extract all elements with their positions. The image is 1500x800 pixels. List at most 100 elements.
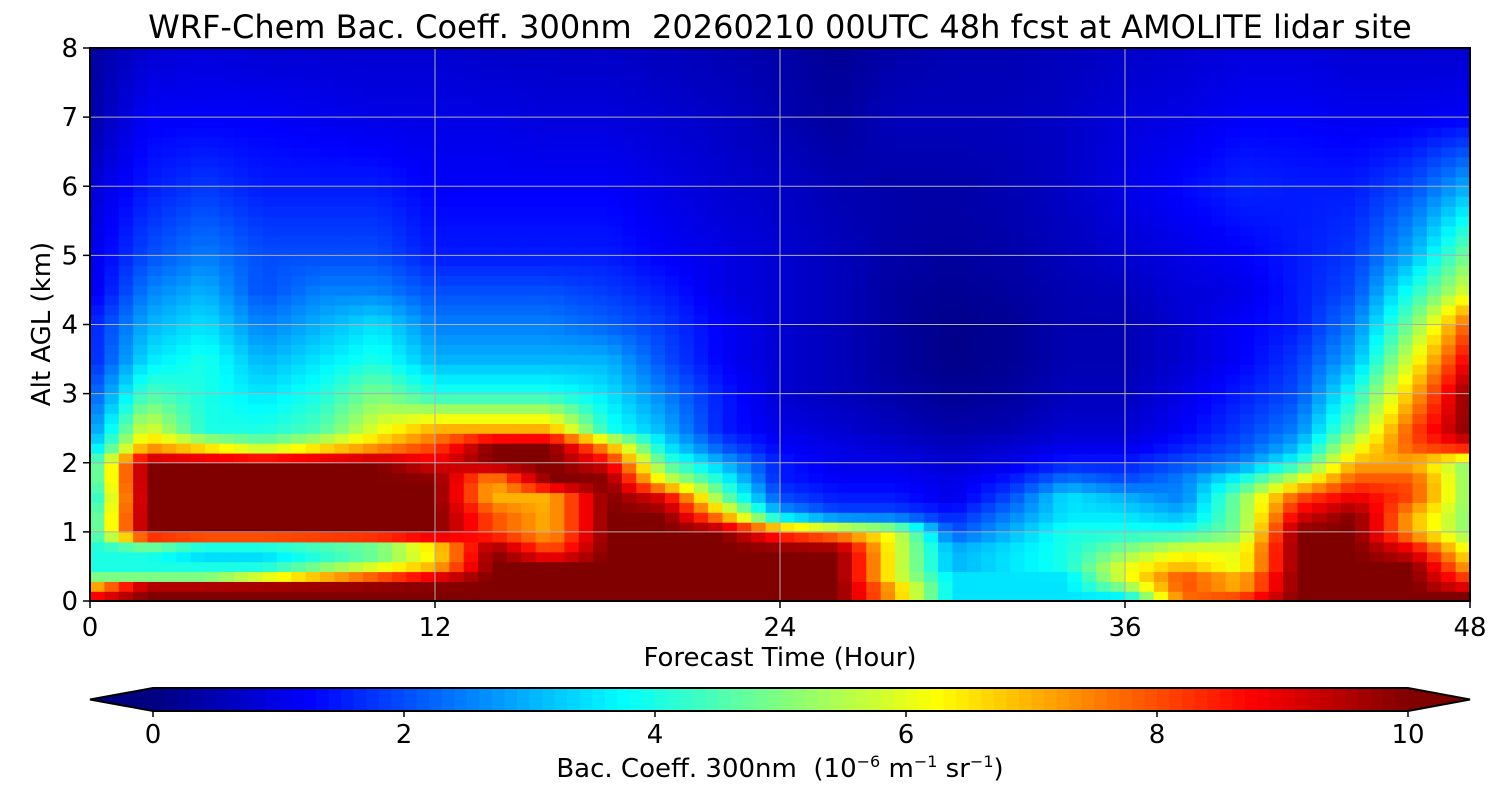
heatmap-cell (104, 452, 120, 464)
heatmap-cell (521, 97, 537, 108)
heatmap-cell (1024, 383, 1040, 395)
heatmap-cell (1268, 472, 1284, 484)
heatmap-cell (938, 166, 954, 178)
heatmap-cell (578, 176, 594, 187)
heatmap-cell (650, 581, 666, 592)
heatmap-cell (1369, 87, 1385, 99)
heatmap-cell (90, 502, 106, 513)
heatmap-cell (966, 383, 982, 395)
heatmap-cell (1283, 541, 1299, 553)
heatmap-cell (794, 334, 810, 345)
heatmap-cell (823, 255, 839, 266)
heatmap-cell (751, 571, 767, 582)
heatmap-cell (348, 117, 364, 128)
heatmap-cell (1283, 294, 1299, 306)
heatmap-cell (1268, 215, 1284, 227)
heatmap-cell (1139, 502, 1155, 513)
heatmap-cell (650, 512, 666, 523)
heatmap-cell (219, 443, 235, 454)
heatmap-cell (506, 354, 522, 365)
heatmap-cell (406, 324, 422, 336)
heatmap-cell (1340, 423, 1356, 434)
heatmap-cell (578, 433, 594, 444)
heatmap-cell (176, 87, 192, 99)
heatmap-cell (1340, 571, 1356, 582)
heatmap-cell (1225, 383, 1241, 395)
heatmap-cell (478, 166, 494, 178)
heatmap-cell (1125, 156, 1141, 168)
heatmap-cell (708, 166, 724, 178)
heatmap-cell (1268, 196, 1284, 207)
heatmap-cell (1168, 196, 1184, 207)
heatmap-cell (693, 423, 709, 434)
heatmap-cell (1398, 97, 1414, 108)
heatmap-cell (708, 413, 724, 424)
heatmap-cell (262, 176, 278, 187)
heatmap-cell (1010, 97, 1026, 108)
heatmap-cell (506, 522, 522, 533)
heatmap-cell (650, 176, 666, 187)
heatmap-cell (233, 502, 249, 513)
heatmap-cell (276, 255, 292, 266)
heatmap-cell (478, 364, 494, 375)
heatmap-cell (449, 492, 465, 503)
heatmap-cell (463, 551, 479, 563)
heatmap-cell (1211, 482, 1227, 494)
heatmap-cell (1398, 186, 1414, 197)
heatmap-cell (1125, 196, 1141, 207)
heatmap-cell (665, 196, 681, 207)
heatmap-cell (693, 462, 709, 474)
heatmap-cell (837, 285, 853, 296)
heatmap-cell (363, 551, 379, 563)
heatmap-cell (621, 117, 637, 128)
heatmap-cell (837, 551, 853, 563)
heatmap-cell (621, 136, 637, 148)
heatmap-cell (377, 304, 393, 316)
heatmap-cell (765, 334, 781, 345)
heatmap-cell (1283, 591, 1299, 601)
heatmap-cell (923, 502, 939, 513)
heatmap-cell (765, 383, 781, 395)
heatmap-cell (650, 423, 666, 434)
heatmap-cell (765, 107, 781, 118)
heatmap-cell (722, 413, 738, 424)
heatmap-cell (233, 462, 249, 474)
heatmap-cell (1168, 512, 1184, 523)
heatmap-cell (1383, 423, 1399, 434)
heatmap-cell (1383, 581, 1399, 592)
heatmap-cell (952, 215, 968, 227)
heatmap-cell (1125, 452, 1141, 464)
heatmap-cell (1355, 364, 1371, 375)
heatmap-cell (895, 206, 911, 217)
heatmap-cell (1369, 403, 1385, 415)
heatmap-cell (780, 522, 796, 533)
heatmap-cell (1153, 443, 1169, 454)
heatmap-cell (1283, 186, 1299, 197)
heatmap-cell (1211, 433, 1227, 444)
heatmap-cell (118, 107, 134, 118)
heatmap-cell (981, 482, 997, 494)
heatmap-cell (909, 146, 925, 158)
heatmap-cell (176, 383, 192, 395)
heatmap-cell (966, 294, 982, 306)
heatmap-cell (1081, 344, 1097, 355)
heatmap-cell (1211, 522, 1227, 533)
heatmap-cell (147, 225, 163, 237)
heatmap-cell (952, 364, 968, 375)
heatmap-cell (1110, 383, 1126, 395)
heatmap-cell (435, 403, 451, 415)
heatmap-cell (190, 117, 206, 128)
heatmap-cell (621, 443, 637, 454)
heatmap-cell (866, 522, 882, 533)
heatmap-cell (665, 225, 681, 237)
heatmap-cell (176, 176, 192, 187)
heatmap-cell (1441, 136, 1457, 148)
heatmap-cell (693, 206, 709, 217)
heatmap-cell (262, 452, 278, 464)
heatmap-cell (90, 146, 106, 158)
heatmap-cell (406, 522, 422, 533)
heatmap-cell (981, 551, 997, 563)
heatmap-cell (190, 285, 206, 296)
heatmap-cell (1426, 383, 1442, 395)
heatmap-cell (147, 383, 163, 395)
